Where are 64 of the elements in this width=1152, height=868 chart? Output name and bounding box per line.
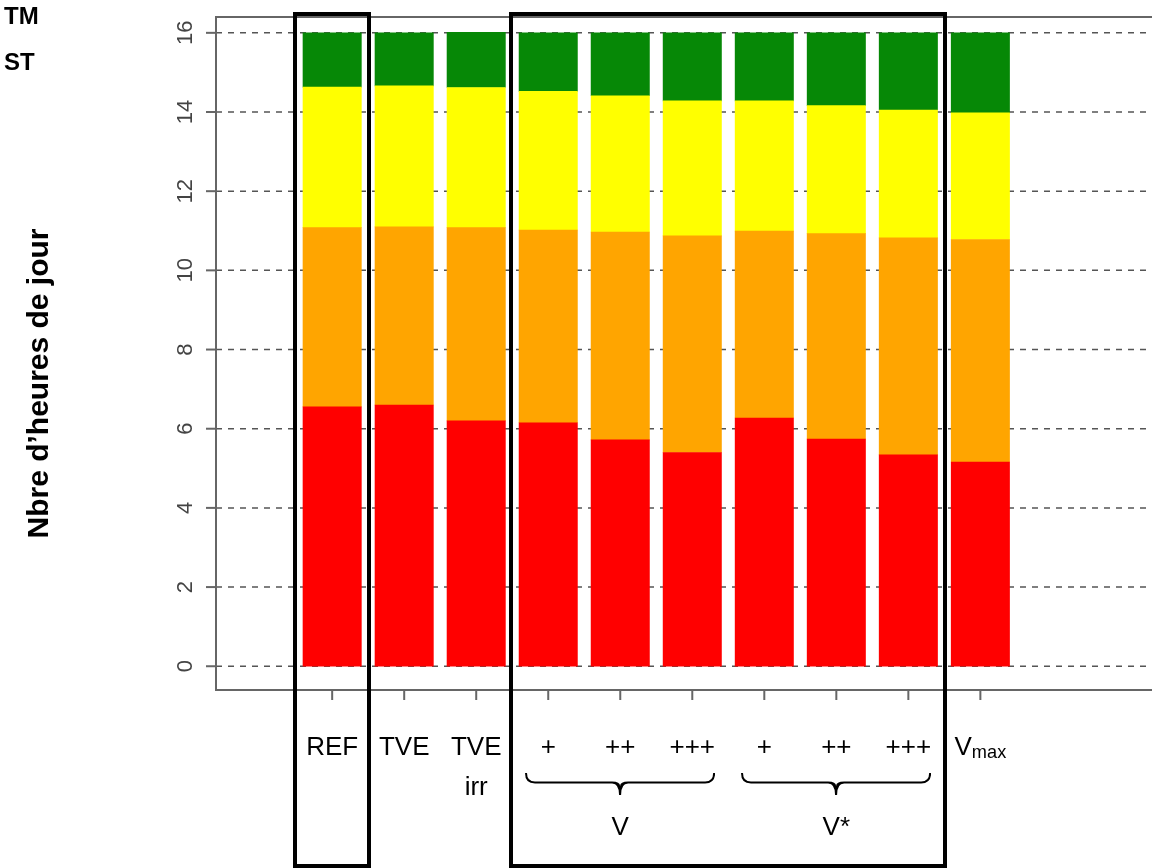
x-tick-label: ++ xyxy=(605,731,636,761)
bar xyxy=(806,32,866,107)
y-tick-label: 6 xyxy=(172,422,198,435)
bar xyxy=(446,87,506,228)
y-tick-label: 0 xyxy=(172,660,198,673)
bar xyxy=(374,226,434,406)
bar xyxy=(950,32,1010,114)
bar xyxy=(950,239,1010,463)
bar xyxy=(590,231,650,441)
y-tick-label: 2 xyxy=(172,580,198,594)
bar xyxy=(734,417,794,667)
bar xyxy=(878,454,938,667)
bar xyxy=(446,420,506,667)
x-tick-label: + xyxy=(540,731,556,761)
x-tick-label: Vmax xyxy=(954,731,1007,762)
text: V xyxy=(611,811,630,841)
bar xyxy=(878,237,938,456)
x-tick-label: TVE irr xyxy=(450,731,502,801)
y-tick-label: 8 xyxy=(172,343,198,356)
x-tick-label: +++ xyxy=(669,731,716,761)
bar xyxy=(518,422,578,667)
y-tick-label: 16 xyxy=(172,20,198,46)
bar xyxy=(302,406,362,667)
x-tick-label: TVE xyxy=(378,731,430,761)
x-tick-label: REF xyxy=(306,731,359,761)
text: TM xyxy=(4,2,39,29)
bar xyxy=(806,105,866,234)
x-tick-label: ++ xyxy=(821,731,852,761)
bar xyxy=(446,32,506,88)
bar xyxy=(950,112,1010,240)
y-tick-label: 10 xyxy=(172,258,198,283)
bar xyxy=(302,86,362,228)
x-tick-label: +++ xyxy=(885,731,932,761)
bar xyxy=(302,32,362,88)
bar xyxy=(590,95,650,233)
text: V* xyxy=(822,811,851,841)
bar xyxy=(662,32,722,102)
bar xyxy=(302,227,362,408)
bar xyxy=(590,32,650,97)
y-tick-label: 14 xyxy=(172,99,198,125)
bar xyxy=(734,230,794,419)
bar xyxy=(374,85,434,228)
bar xyxy=(590,439,650,667)
bar xyxy=(374,404,434,667)
y-tick-label: 12 xyxy=(172,178,198,204)
bar xyxy=(878,32,938,111)
bar xyxy=(518,229,578,424)
bar xyxy=(878,109,938,239)
bar xyxy=(950,461,1010,667)
bar xyxy=(734,32,794,102)
bar xyxy=(662,452,722,667)
bar xyxy=(806,233,866,440)
bar xyxy=(734,100,794,232)
bar xyxy=(446,227,506,422)
y-axis-title: Nbre d’heures de jour xyxy=(21,228,54,539)
bar xyxy=(806,438,866,667)
bar xyxy=(518,32,578,92)
y-tick-label: 4 xyxy=(172,501,198,515)
bar xyxy=(662,235,722,453)
bar xyxy=(374,32,434,87)
bar xyxy=(518,91,578,231)
text: ST xyxy=(4,48,36,75)
bar xyxy=(662,100,722,237)
x-tick-label: + xyxy=(756,731,772,761)
